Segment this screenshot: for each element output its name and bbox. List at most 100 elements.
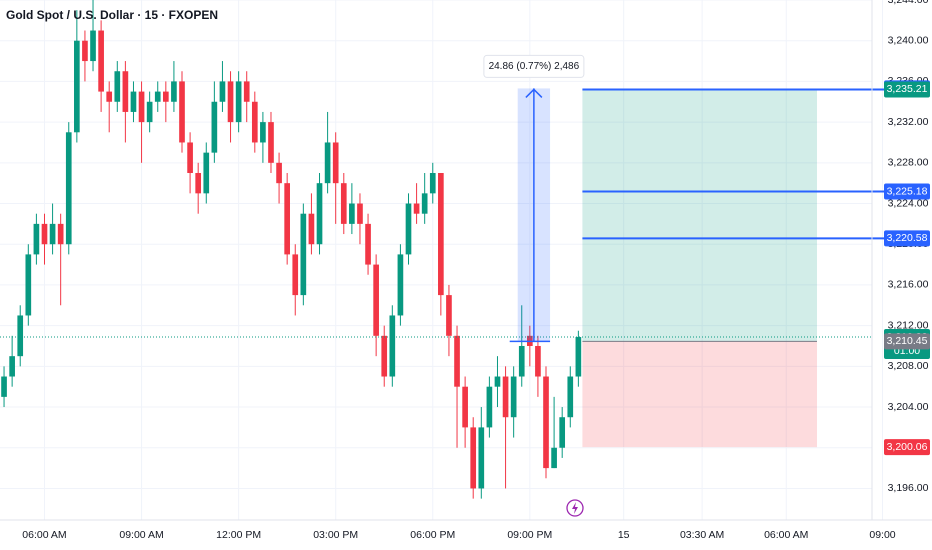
y-tick-label: 3,208.00 <box>888 360 929 372</box>
candle-body <box>413 203 420 214</box>
candle-body <box>1 376 7 397</box>
candle-body <box>518 345 525 377</box>
candle-body <box>260 122 266 143</box>
candle-body <box>284 183 290 255</box>
candle-body <box>276 162 282 184</box>
price-label: 3,210.45 <box>887 335 928 347</box>
candle-body <box>130 91 137 112</box>
position-tool <box>582 88 884 448</box>
profit-zone <box>582 89 817 342</box>
candle-body <box>543 376 549 469</box>
candle-body <box>397 254 404 316</box>
candle-body <box>575 337 582 377</box>
candle-body <box>300 213 307 296</box>
candle-body <box>187 142 193 173</box>
candle-body <box>567 376 574 418</box>
candle-body <box>235 81 242 123</box>
candle-body <box>559 417 566 448</box>
price-label: 3,225.18 <box>887 185 928 197</box>
price-label-box <box>884 81 930 98</box>
candle-body <box>98 30 104 92</box>
candle-body <box>82 40 88 62</box>
candle-body <box>389 315 396 377</box>
y-tick-label: 3,224.00 <box>888 197 929 209</box>
candle-body <box>268 122 274 163</box>
candle-body <box>381 335 388 377</box>
candles <box>1 0 582 499</box>
x-tick-label: 12:00 PM <box>216 529 261 541</box>
x-tick-label: 06:00 AM <box>22 529 66 541</box>
price-label: 3,200.06 <box>887 441 928 453</box>
candle-body <box>551 447 557 469</box>
candle-body <box>65 132 72 245</box>
candle-body <box>106 91 113 102</box>
x-tick-label: 03:30 AM <box>680 529 724 541</box>
candle-body <box>316 183 323 245</box>
y-tick-label: 3,232.00 <box>888 116 929 128</box>
price-label: 3,235.21 <box>887 83 928 95</box>
axis-labels: 3,196.003,200.003,204.003,208.003,212.00… <box>22 0 930 541</box>
candle-body <box>227 81 234 123</box>
candle-body <box>90 30 96 62</box>
candle-body <box>219 81 226 102</box>
x-tick-label: 09:00 PM <box>507 529 552 541</box>
y-tick-label: 3,240.00 <box>888 34 929 46</box>
candle-body <box>162 91 169 102</box>
candle-body <box>421 193 428 214</box>
grid <box>0 0 884 520</box>
price-label-box <box>884 183 930 200</box>
x-tick-label: 06:00 AM <box>764 529 808 541</box>
x-tick-label: 15 <box>618 529 630 541</box>
candle-body <box>179 81 185 143</box>
y-tick-label: 3,212.00 <box>888 319 929 331</box>
arrow-head <box>525 88 543 98</box>
y-tick-label: 3,196.00 <box>888 482 929 494</box>
candle-body <box>478 427 485 489</box>
price-label-box <box>884 333 930 350</box>
candle-body <box>114 71 121 102</box>
candle-body <box>251 101 258 143</box>
candle-body <box>195 172 202 194</box>
candle-body <box>154 91 161 102</box>
candle-body <box>74 40 80 133</box>
candle-body <box>446 295 452 336</box>
measure-label-box <box>483 54 585 78</box>
candle-body <box>510 376 517 418</box>
y-tick-label: 3,216.00 <box>888 279 929 291</box>
candle-body <box>203 152 210 194</box>
candle-body <box>438 172 444 296</box>
candle-body <box>405 203 412 255</box>
candle-body <box>349 203 355 224</box>
y-tick-label: 3,244.00 <box>888 0 929 6</box>
candle-body <box>340 183 347 224</box>
candle-body <box>494 376 501 387</box>
candle-body <box>535 345 541 377</box>
candle-body <box>292 254 299 296</box>
candle-body <box>17 315 24 357</box>
x-tick-label: 06:00 PM <box>410 529 455 541</box>
candle-body <box>324 142 331 184</box>
candle-body <box>365 223 371 265</box>
candle-body <box>454 335 460 387</box>
candle-body <box>502 376 509 418</box>
candle-body <box>308 213 315 245</box>
candle-body <box>470 427 477 489</box>
candle-body <box>486 386 493 428</box>
measure-label: 24.86 (0.77%) 2,486 <box>489 61 580 72</box>
candle-body <box>429 172 436 194</box>
candle-body <box>357 203 363 224</box>
price-label-box <box>884 230 930 247</box>
candle-body <box>9 356 15 377</box>
y-tick-label: 3,204.00 <box>888 401 929 413</box>
candle-body <box>49 223 56 245</box>
event-icon[interactable] <box>566 499 584 517</box>
price-label: 3,220.58 <box>887 232 928 244</box>
candle-body <box>122 71 129 112</box>
overlays: 24.86 (0.77%) 2,486 <box>0 54 872 343</box>
candle-body <box>171 81 177 102</box>
chart-title: Gold Spot / U.S. Dollar · 15 · FXOPEN <box>6 8 218 22</box>
candle-body <box>332 142 339 184</box>
loss-zone <box>582 341 817 448</box>
y-tick-label: 3,228.00 <box>888 157 929 169</box>
